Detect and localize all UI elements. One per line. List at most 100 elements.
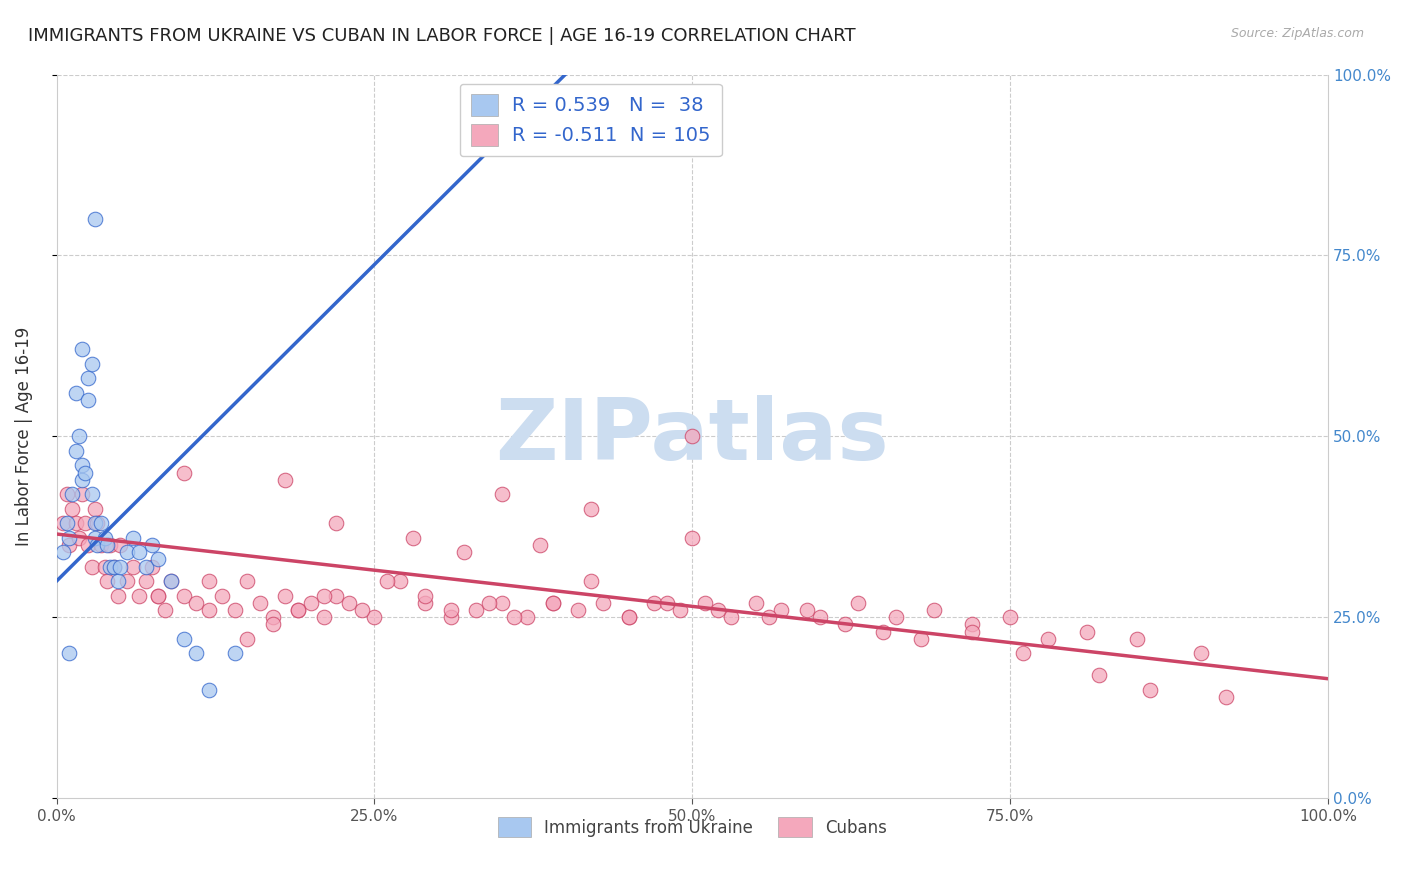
Point bbox=[960, 624, 983, 639]
Point bbox=[173, 466, 195, 480]
Point bbox=[224, 603, 246, 617]
Point bbox=[478, 596, 501, 610]
Point bbox=[173, 589, 195, 603]
Point bbox=[186, 647, 208, 661]
Point bbox=[299, 596, 322, 610]
Point bbox=[529, 538, 551, 552]
Point bbox=[73, 466, 96, 480]
Point bbox=[108, 559, 131, 574]
Point bbox=[52, 516, 75, 531]
Point bbox=[440, 610, 463, 624]
Point bbox=[312, 589, 335, 603]
Point bbox=[115, 545, 138, 559]
Point bbox=[236, 574, 259, 588]
Point bbox=[262, 617, 284, 632]
Point bbox=[617, 610, 640, 624]
Point bbox=[1038, 632, 1060, 646]
Point bbox=[122, 559, 145, 574]
Point bbox=[745, 596, 768, 610]
Point bbox=[103, 559, 125, 574]
Point bbox=[198, 682, 221, 697]
Point bbox=[312, 610, 335, 624]
Point bbox=[579, 574, 602, 588]
Point bbox=[668, 603, 690, 617]
Point bbox=[82, 357, 104, 371]
Point bbox=[453, 545, 475, 559]
Point bbox=[128, 589, 150, 603]
Point bbox=[65, 516, 87, 531]
Point bbox=[337, 596, 360, 610]
Point bbox=[90, 516, 112, 531]
Point bbox=[350, 603, 373, 617]
Point bbox=[375, 574, 398, 588]
Point bbox=[70, 473, 93, 487]
Point bbox=[83, 531, 105, 545]
Point bbox=[503, 610, 526, 624]
Point bbox=[681, 531, 703, 545]
Point bbox=[643, 596, 665, 610]
Point bbox=[70, 343, 93, 357]
Point bbox=[128, 545, 150, 559]
Point bbox=[249, 596, 271, 610]
Point bbox=[922, 603, 945, 617]
Point bbox=[94, 531, 117, 545]
Point bbox=[86, 516, 108, 531]
Point bbox=[122, 531, 145, 545]
Point bbox=[65, 443, 87, 458]
Point bbox=[148, 589, 170, 603]
Point bbox=[77, 393, 100, 408]
Point bbox=[83, 501, 105, 516]
Point bbox=[579, 501, 602, 516]
Point bbox=[60, 487, 83, 501]
Point bbox=[141, 559, 163, 574]
Point bbox=[236, 632, 259, 646]
Point bbox=[363, 610, 385, 624]
Point bbox=[211, 589, 233, 603]
Point bbox=[516, 610, 538, 624]
Point bbox=[103, 559, 125, 574]
Point bbox=[70, 458, 93, 473]
Point bbox=[107, 589, 129, 603]
Point bbox=[135, 574, 157, 588]
Point bbox=[65, 385, 87, 400]
Point bbox=[325, 516, 347, 531]
Point bbox=[69, 429, 91, 443]
Point bbox=[1139, 682, 1161, 697]
Point bbox=[73, 516, 96, 531]
Text: ZIPatlas: ZIPatlas bbox=[495, 395, 889, 478]
Point bbox=[55, 516, 77, 531]
Point bbox=[491, 487, 513, 501]
Point bbox=[440, 603, 463, 617]
Point bbox=[115, 574, 138, 588]
Point bbox=[160, 574, 183, 588]
Point bbox=[846, 596, 869, 610]
Point bbox=[77, 371, 100, 385]
Point bbox=[287, 603, 309, 617]
Text: Source: ZipAtlas.com: Source: ZipAtlas.com bbox=[1230, 27, 1364, 40]
Point bbox=[96, 574, 118, 588]
Point bbox=[98, 538, 121, 552]
Point bbox=[707, 603, 730, 617]
Point bbox=[541, 596, 564, 610]
Point bbox=[83, 212, 105, 227]
Point bbox=[52, 545, 75, 559]
Point bbox=[884, 610, 907, 624]
Point bbox=[224, 647, 246, 661]
Point bbox=[108, 538, 131, 552]
Point bbox=[465, 603, 488, 617]
Point bbox=[1215, 690, 1237, 704]
Point bbox=[70, 487, 93, 501]
Point bbox=[98, 559, 121, 574]
Point bbox=[153, 603, 176, 617]
Point bbox=[681, 429, 703, 443]
Point bbox=[77, 538, 100, 552]
Point bbox=[796, 603, 818, 617]
Point bbox=[872, 624, 894, 639]
Point bbox=[415, 596, 437, 610]
Point bbox=[198, 574, 221, 588]
Point bbox=[135, 559, 157, 574]
Legend: Immigrants from Ukraine, Cubans: Immigrants from Ukraine, Cubans bbox=[491, 811, 894, 844]
Point bbox=[401, 531, 423, 545]
Point bbox=[274, 589, 297, 603]
Point bbox=[186, 596, 208, 610]
